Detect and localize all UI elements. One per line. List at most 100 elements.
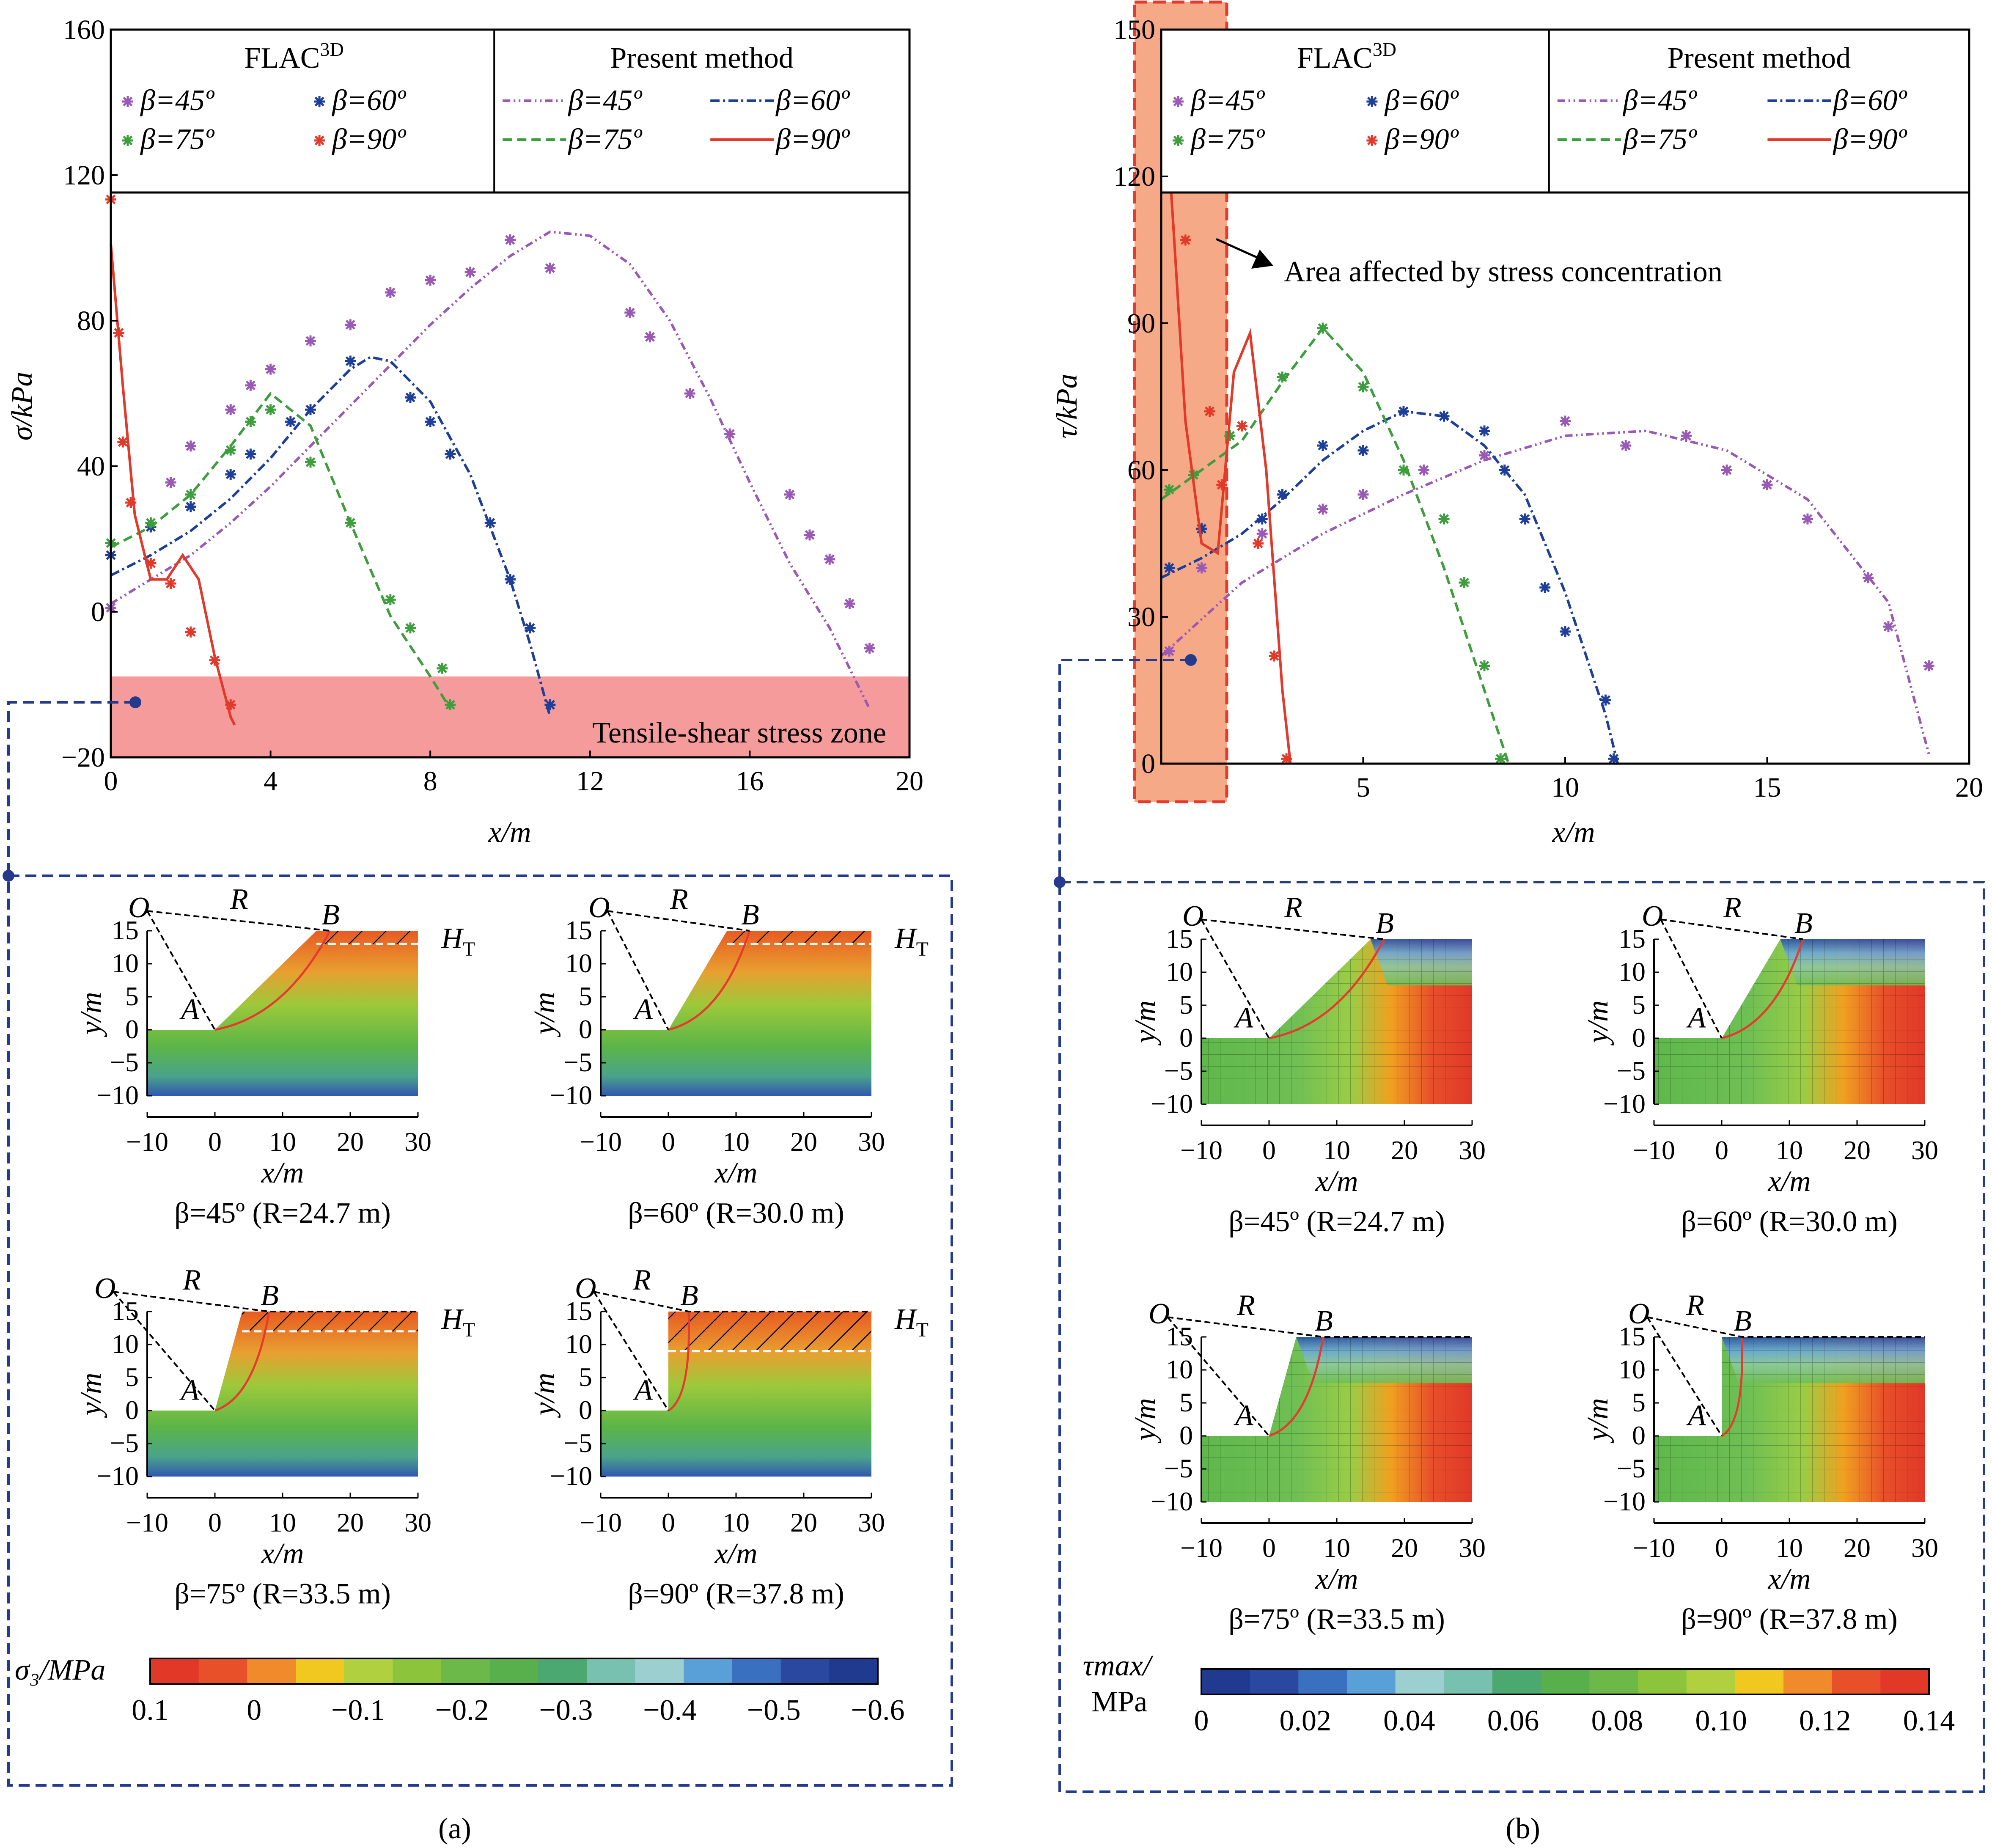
data-point-b45 [1761, 479, 1773, 490]
tension-crack-zone [242, 1312, 418, 1331]
slope-mesh [1201, 939, 1472, 1104]
legend-marker-b60 [314, 96, 325, 107]
sub-x-tick: 30 [1911, 1533, 1938, 1563]
sub-caption: β=60º (R=30.0 m) [1681, 1205, 1898, 1238]
sub-y-label: y/m [75, 992, 107, 1037]
slip-surface [1269, 938, 1385, 1040]
data-point-b90 [165, 578, 176, 589]
colorbar-cell [1735, 1669, 1784, 1694]
label-B: B [1376, 907, 1394, 940]
sub-y-tick: −10 [1603, 1089, 1646, 1119]
legend-marker-b75 [1173, 135, 1184, 146]
sub-y-tick: 15 [565, 1296, 592, 1326]
legend-label-b75: β=75º [140, 123, 214, 156]
colorbar-cell [247, 1658, 296, 1684]
colorbar-cell [1880, 1669, 1929, 1694]
y-tick-label: 40 [77, 451, 105, 482]
sub-x-tick: 0 [1715, 1135, 1728, 1165]
label-R: R [1723, 891, 1742, 924]
colorbar-cell [1589, 1669, 1638, 1694]
data-point-b45 [425, 275, 436, 286]
colorbar-tick: 0.08 [1591, 1705, 1643, 1737]
sub-x-tick: −10 [126, 1507, 168, 1537]
legend-box [1160, 28, 1970, 194]
sub-y-tick: 5 [1632, 990, 1646, 1020]
x-tick-label: 12 [576, 766, 604, 797]
connector-dot [1185, 654, 1197, 666]
x-tick-label: 10 [1551, 772, 1579, 803]
sub-x-tick: −10 [580, 1127, 622, 1157]
sub-x-tick: 10 [269, 1127, 296, 1157]
panel-b-label: (b) [1506, 1812, 1540, 1845]
radius-lines [593, 1291, 871, 1411]
panel-a-label: (a) [438, 1812, 471, 1845]
colorbar-cell [441, 1658, 490, 1684]
sub-y-tick: 10 [112, 948, 139, 978]
sigma-x-axis-label: x/m [488, 816, 531, 849]
data-point-b60 [1499, 465, 1510, 476]
data-point-b60 [1539, 582, 1551, 593]
colorbar-tick: 0.1 [132, 1694, 169, 1727]
sigma3-colorbar: 0.1 0 −0.1 −0.2 −0.3 −0.4 −0.5 −0.6 [132, 1658, 904, 1727]
data-point-b75 [445, 699, 456, 710]
connector-dot [129, 696, 141, 708]
label-B: B [741, 899, 759, 931]
sub-y-tick: 5 [579, 981, 592, 1011]
sigma-y-axis-label: σ/kPa [6, 372, 38, 441]
sub-y-tick: −5 [563, 1047, 592, 1077]
data-point-b45 [464, 267, 476, 278]
sub-y-label: y/m [1582, 1398, 1614, 1443]
data-point-b90 [1216, 479, 1228, 490]
y-tick-label: 0 [1141, 748, 1155, 779]
sub-y-tick: 10 [565, 948, 592, 978]
colorbar-tick: 0.04 [1383, 1705, 1435, 1737]
sub-x-tick: 0 [662, 1127, 675, 1157]
label-HT: HT [894, 1303, 929, 1341]
colorbar-cell [489, 1658, 539, 1684]
sub-y-tick: 0 [1632, 1420, 1646, 1450]
legend-marker-b75 [122, 135, 133, 146]
panel-b-frame [1058, 881, 1985, 1793]
legend-line-label-b60: β=60º [775, 84, 850, 117]
y-tick-label: 30 [1127, 602, 1155, 632]
data-point-b90 [185, 626, 196, 638]
data-point-b60 [1600, 694, 1611, 706]
colorbar-cell [1395, 1669, 1445, 1694]
sub-y-tick: 5 [125, 981, 139, 1011]
data-point-b60 [1608, 753, 1619, 764]
series-line-b60 [110, 355, 552, 718]
slip-surface [214, 930, 331, 1031]
sub-x-tick: 10 [723, 1507, 750, 1537]
legend-label-b90: β=90º [331, 123, 406, 156]
sub-x-tick: 20 [337, 1127, 364, 1157]
sub-y-tick: 5 [1179, 990, 1193, 1020]
slope-contour [601, 1312, 871, 1477]
data-point-b60 [525, 622, 536, 634]
y-tick-label: 120 [1113, 161, 1155, 192]
data-point-b60 [1519, 513, 1530, 525]
sub-caption: β=75º (R=33.5 m) [1228, 1603, 1445, 1636]
legend-label-b75: β=75º [1190, 123, 1265, 156]
panel-a-connector [7, 701, 135, 876]
data-point-b45 [724, 428, 736, 440]
sub-y-label: y/m [1129, 1398, 1162, 1443]
connector-dot [1054, 876, 1066, 888]
colorbar-cell [829, 1658, 878, 1684]
data-point-b60 [425, 416, 436, 427]
data-point-b90 [225, 699, 236, 710]
colorbar-tick: −0.5 [747, 1694, 801, 1727]
sub-x-label: x/m [1315, 1165, 1358, 1198]
data-point-b60 [1196, 523, 1207, 534]
data-point-b45 [1196, 562, 1207, 574]
series-line-b75 [1160, 326, 1510, 764]
label-A: A [1686, 1399, 1706, 1432]
x-tick-label: 20 [896, 766, 923, 797]
colorbar-tick: −0.6 [851, 1694, 905, 1727]
colorbar-cell [150, 1658, 199, 1684]
legend-label-b90: β=90º [1384, 123, 1459, 156]
colorbar-cell [1638, 1669, 1687, 1694]
sub-y-label: y/m [528, 992, 561, 1037]
y-tick-label: 80 [77, 305, 105, 336]
legend-present-title: Present method [1668, 42, 1851, 74]
